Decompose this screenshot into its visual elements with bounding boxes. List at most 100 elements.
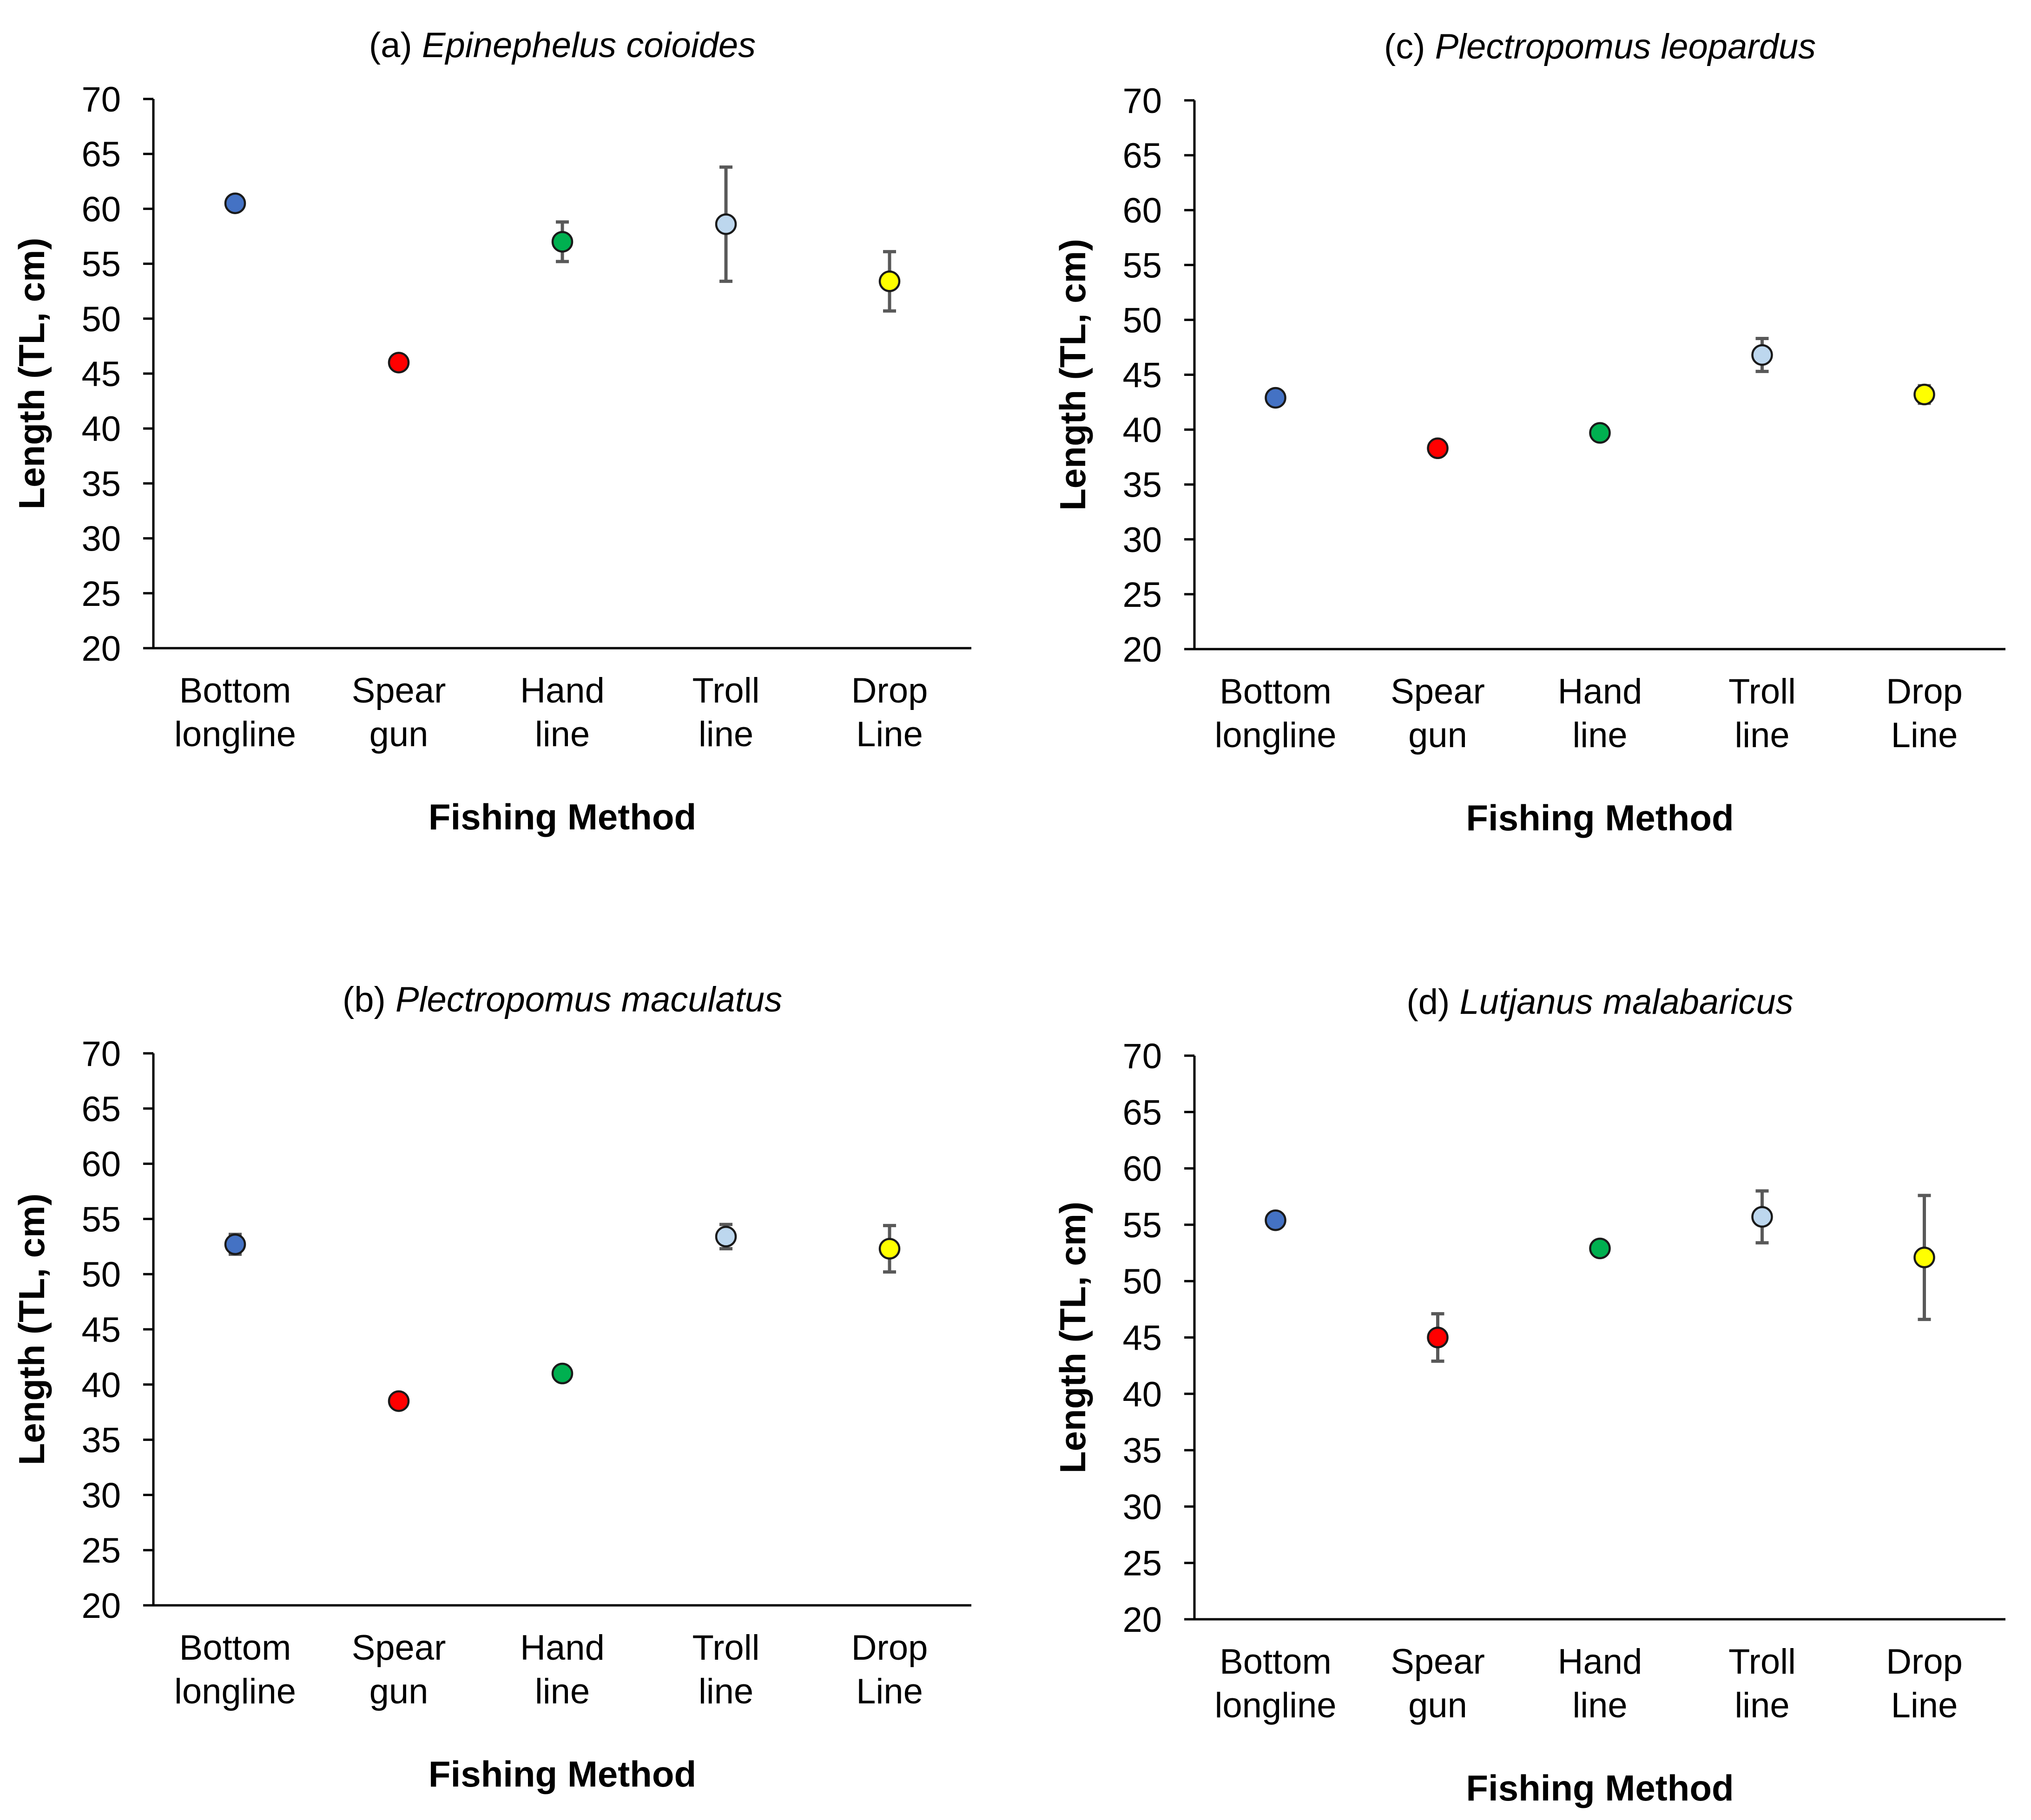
- species-name: Plectropomus leopardus: [1435, 27, 1816, 66]
- x-axis-title: Fishing Method: [429, 796, 696, 837]
- y-tick-label: 70: [81, 1034, 121, 1074]
- x-category-label: Hand line: [1558, 1642, 1642, 1725]
- data-point: [224, 1233, 246, 1255]
- data-point: [878, 270, 901, 292]
- species-name: Plectropomus maculatus: [396, 980, 782, 1019]
- data-point: [1751, 344, 1773, 366]
- y-tick-label: 70: [1122, 81, 1162, 121]
- x-category-label: Troll line: [692, 1628, 760, 1711]
- x-category-label: Spear gun: [352, 1628, 446, 1711]
- data-point: [1265, 387, 1286, 409]
- x-category-label: Troll line: [692, 671, 760, 754]
- y-tick-label: 50: [81, 300, 121, 339]
- y-axis-title: Length (TL, cm): [11, 1194, 52, 1465]
- species-name: Epinephelus coioides: [422, 26, 756, 65]
- y-tick-label: 30: [1122, 1487, 1162, 1527]
- y-tick-label: 60: [81, 190, 121, 229]
- chart-title: (a) Epinephelus coioides: [369, 26, 756, 65]
- y-tick-label: 50: [1122, 301, 1162, 340]
- x-category-label: Hand line: [520, 671, 605, 754]
- y-axis-title: Length (TL, cm): [11, 238, 52, 510]
- y-tick-label: 40: [1122, 1375, 1162, 1414]
- x-category-label: Drop Line: [851, 671, 928, 754]
- data-point: [1589, 1237, 1611, 1260]
- data-point: [1427, 437, 1449, 460]
- y-axis-title: Length (TL, cm): [1052, 1202, 1093, 1473]
- y-tick-label: 45: [81, 355, 121, 394]
- chart-panel-d: (d) Lutjanus malabaricus 20 25 30 35 40 45 50 55…: [1052, 982, 2005, 1808]
- y-tick-label: 30: [81, 1476, 121, 1515]
- data-point: [878, 1238, 901, 1260]
- y-tick-label: 25: [81, 574, 121, 614]
- y-tick-label: 65: [81, 1090, 121, 1129]
- y-tick-label: 20: [1122, 630, 1162, 670]
- x-category-label: Hand line: [1558, 672, 1642, 755]
- y-tick-label: 55: [81, 245, 121, 284]
- x-category-label: Spear gun: [1391, 672, 1485, 755]
- y-tick-label: 55: [1122, 246, 1162, 285]
- y-tick-label: 70: [81, 80, 121, 119]
- y-tick-label: 65: [1122, 136, 1162, 176]
- y-tick-label: 50: [1122, 1262, 1162, 1301]
- data-point: [551, 231, 574, 253]
- y-tick-label: 35: [1122, 1431, 1162, 1471]
- panel-label: (b): [343, 980, 396, 1019]
- y-tick-label: 70: [1122, 1037, 1162, 1076]
- x-category-label: Hand line: [520, 1628, 605, 1711]
- y-tick-label: 45: [1122, 1319, 1162, 1358]
- y-tick-label: 55: [81, 1200, 121, 1239]
- x-axis-title: Fishing Method: [1466, 1767, 1734, 1808]
- y-tick-label: 30: [81, 519, 121, 559]
- data-point: [715, 1226, 737, 1248]
- x-category-label: Drop Line: [1886, 1642, 1963, 1725]
- data-point: [1265, 1209, 1286, 1231]
- data-point: [1913, 383, 1935, 406]
- chart-title: (b) Plectropomus maculatus: [343, 980, 782, 1019]
- x-category-label: Bottom longline: [1215, 672, 1337, 755]
- y-tick-label: 55: [1122, 1206, 1162, 1245]
- y-tick-label: 20: [1122, 1600, 1162, 1640]
- y-tick-label: 60: [1122, 191, 1162, 230]
- panel-label: (d): [1406, 982, 1459, 1022]
- y-tick-label: 25: [81, 1531, 121, 1570]
- y-tick-label: 40: [81, 1366, 121, 1405]
- y-tick-label: 60: [1122, 1150, 1162, 1189]
- y-tick-label: 45: [1122, 356, 1162, 395]
- y-tick-label: 20: [81, 629, 121, 669]
- x-category-label: Bottom longline: [174, 1628, 296, 1711]
- y-tick-label: 25: [1122, 1544, 1162, 1583]
- y-axis-title: Length (TL, cm): [1052, 239, 1093, 511]
- x-category-label: Drop Line: [851, 1628, 928, 1711]
- y-tick-label: 40: [81, 409, 121, 449]
- chart-title: (d) Lutjanus malabaricus: [1406, 982, 1793, 1022]
- x-axis-title: Fishing Method: [1466, 797, 1734, 838]
- x-category-label: Bottom longline: [174, 671, 296, 754]
- data-point: [1913, 1247, 1935, 1268]
- y-tick-label: 35: [81, 1421, 121, 1460]
- x-category-label: Spear gun: [352, 671, 446, 754]
- x-category-label: Troll line: [1728, 1642, 1796, 1725]
- y-tick-label: 25: [1122, 575, 1162, 615]
- x-axis-title: Fishing Method: [429, 1754, 696, 1794]
- y-tick-label: 40: [1122, 411, 1162, 450]
- y-tick-label: 50: [81, 1255, 121, 1294]
- data-point: [388, 352, 410, 374]
- data-point: [388, 1390, 410, 1412]
- y-tick-label: 45: [81, 1310, 121, 1350]
- data-point: [551, 1362, 574, 1385]
- y-tick-label: 65: [1122, 1093, 1162, 1132]
- chart-panel-a: (a) Epinephelus coioides 20 25 30 35 40 45 50 55…: [11, 26, 971, 837]
- species-name: Lutjanus malabaricus: [1459, 982, 1793, 1022]
- y-tick-label: 20: [81, 1586, 121, 1626]
- panel-label: (a): [369, 26, 422, 65]
- data-point: [224, 192, 246, 214]
- data-point: [1751, 1206, 1773, 1228]
- y-tick-label: 65: [81, 135, 121, 174]
- x-category-label: Troll line: [1728, 672, 1796, 755]
- data-point: [715, 213, 737, 235]
- y-tick-label: 35: [1122, 466, 1162, 505]
- chart-panel-b: (b) Plectropomus maculatus 20 25 30 35 40 45 50…: [11, 980, 971, 1794]
- y-tick-label: 35: [81, 464, 121, 504]
- chart-panel-c: (c) Plectropomus leopardus 20 25 30 35 40 45 50…: [1052, 27, 2005, 838]
